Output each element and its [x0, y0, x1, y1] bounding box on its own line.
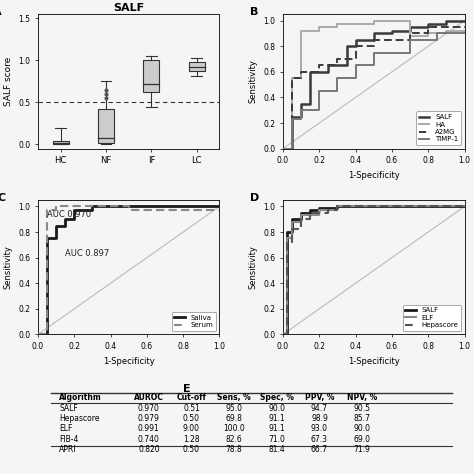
X-axis label: 1-Specificity: 1-Specificity	[348, 171, 400, 180]
Text: 78.8: 78.8	[226, 445, 243, 454]
Y-axis label: Sensitivity: Sensitivity	[249, 59, 258, 103]
Text: Sens, %: Sens, %	[217, 393, 251, 402]
Text: 0.50: 0.50	[183, 414, 200, 423]
Text: 0.979: 0.979	[138, 414, 160, 423]
Text: Cut-off: Cut-off	[176, 393, 207, 402]
Text: Hepascore: Hepascore	[59, 414, 100, 423]
X-axis label: 1-Specificity: 1-Specificity	[103, 356, 155, 365]
Legend: Saliva, Serum: Saliva, Serum	[172, 312, 216, 331]
Text: 0.820: 0.820	[138, 445, 160, 454]
Text: E: E	[183, 384, 191, 394]
Text: ELF: ELF	[59, 424, 73, 433]
Text: 69.8: 69.8	[226, 414, 243, 423]
Text: 100.0: 100.0	[223, 424, 245, 433]
Text: 93.0: 93.0	[311, 424, 328, 433]
Text: 98.9: 98.9	[311, 414, 328, 423]
Text: 90.5: 90.5	[354, 403, 371, 412]
Text: 0.970: 0.970	[138, 403, 160, 412]
Text: 81.4: 81.4	[268, 445, 285, 454]
Text: APRI: APRI	[59, 445, 77, 454]
Text: C: C	[0, 193, 6, 203]
Y-axis label: Sensitivity: Sensitivity	[4, 246, 13, 289]
Legend: SALF, ELF, Hepascore: SALF, ELF, Hepascore	[402, 305, 461, 331]
Text: PPV, %: PPV, %	[305, 393, 334, 402]
Legend: SALF, HA, A2MG, TIMP-1: SALF, HA, A2MG, TIMP-1	[416, 111, 461, 145]
Text: NPV, %: NPV, %	[347, 393, 377, 402]
Text: 67.3: 67.3	[311, 435, 328, 444]
Text: Spec, %: Spec, %	[260, 393, 294, 402]
Text: 0.740: 0.740	[138, 435, 160, 444]
Text: 9.00: 9.00	[183, 424, 200, 433]
Text: 0.50: 0.50	[183, 445, 200, 454]
Y-axis label: SALF score: SALF score	[4, 57, 13, 106]
Bar	[189, 62, 205, 72]
Text: 69.0: 69.0	[354, 435, 371, 444]
Text: 0.51: 0.51	[183, 403, 200, 412]
Text: 90.0: 90.0	[268, 403, 285, 412]
Y-axis label: Sensitivity: Sensitivity	[249, 246, 258, 289]
Text: 94.7: 94.7	[311, 403, 328, 412]
Text: 71.9: 71.9	[354, 445, 371, 454]
Text: 82.6: 82.6	[226, 435, 243, 444]
Text: Algorithm: Algorithm	[59, 393, 102, 402]
Bar	[144, 60, 159, 92]
Text: 66.7: 66.7	[311, 445, 328, 454]
Text: 91.1: 91.1	[268, 414, 285, 423]
Text: 71.0: 71.0	[268, 435, 285, 444]
Text: 91.1: 91.1	[268, 424, 285, 433]
X-axis label: 1-Specificity: 1-Specificity	[348, 356, 400, 365]
Text: 0.991: 0.991	[138, 424, 160, 433]
Text: 85.7: 85.7	[354, 414, 371, 423]
Text: AUC 0.970: AUC 0.970	[47, 210, 91, 219]
Text: AUROC: AUROC	[134, 393, 164, 402]
Text: SALF: SALF	[59, 403, 78, 412]
Title: SALF: SALF	[113, 3, 144, 13]
Text: A: A	[0, 8, 1, 18]
Text: B: B	[250, 8, 259, 18]
Text: 1.28: 1.28	[183, 435, 200, 444]
Text: AUC 0.897: AUC 0.897	[65, 249, 109, 258]
Bar	[53, 141, 69, 144]
Bar	[98, 109, 114, 143]
Text: FIB-4: FIB-4	[59, 435, 79, 444]
Text: D: D	[250, 193, 260, 203]
Text: 90.0: 90.0	[354, 424, 371, 433]
Text: 95.0: 95.0	[226, 403, 243, 412]
